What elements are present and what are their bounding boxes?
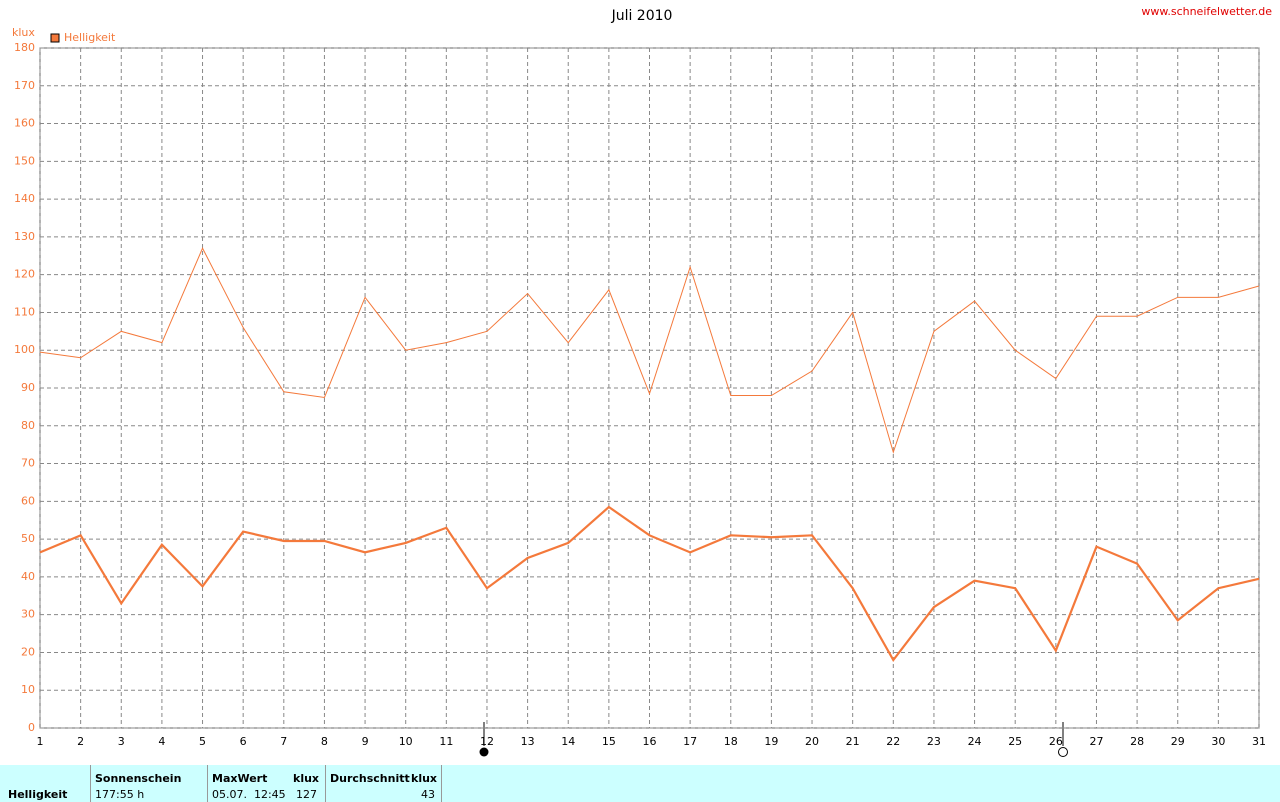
max-header: MaxWert — [212, 772, 268, 785]
y-tick-label: 140 — [14, 192, 35, 205]
separator — [90, 765, 91, 802]
avg-unit: klux — [411, 772, 438, 785]
max-time: 05.07. 12:45 — [212, 788, 286, 801]
y-tick-label: 180 — [14, 41, 35, 54]
footer: Helligkeit Sonnenschein 177:55 h MaxWert… — [0, 765, 1280, 802]
y-tick-label: 20 — [21, 645, 35, 658]
x-tick-label: 27 — [1089, 735, 1103, 748]
y-unit: klux — [12, 26, 35, 39]
row-label: Helligkeit — [8, 788, 68, 801]
chart-title: Juli 2010 — [611, 8, 673, 24]
line — [39, 505, 1260, 662]
y-tick-label: 120 — [14, 268, 35, 281]
y-tick-label: 70 — [21, 457, 35, 470]
max-unit: klux — [293, 772, 320, 785]
x-tick-label: 13 — [521, 735, 535, 748]
y-tick-label: 80 — [21, 419, 35, 432]
y-tick-label: 0 — [28, 721, 35, 734]
x-tick-label: 6 — [240, 735, 247, 748]
y-tick-label: 130 — [14, 230, 35, 243]
y-tick-label: 40 — [21, 570, 35, 583]
x-tick-label: 2 — [77, 735, 84, 748]
full-moon — [479, 747, 489, 757]
x-tick-label: 23 — [927, 735, 941, 748]
x-tick-label: 11 — [439, 735, 453, 748]
x-tick-label: 12 — [480, 735, 494, 748]
x-tick-label: 28 — [1130, 735, 1144, 748]
y-tick-label: 10 — [21, 683, 35, 696]
legend-swatch — [50, 33, 60, 43]
x-tick-label: 25 — [1008, 735, 1022, 748]
x-tick-label: 16 — [643, 735, 657, 748]
x-tick-label: 15 — [602, 735, 616, 748]
separator — [325, 765, 326, 802]
x-tick-label: 19 — [764, 735, 778, 748]
x-tick-label: 5 — [199, 735, 206, 748]
y-tick-label: 110 — [14, 305, 35, 318]
y-tick-label: 150 — [14, 154, 35, 167]
x-tick-label: 29 — [1171, 735, 1185, 748]
x-tick-label: 4 — [158, 735, 165, 748]
y-tick-label: 170 — [14, 79, 35, 92]
y-tick-label: 90 — [21, 381, 35, 394]
x-tick-label: 17 — [683, 735, 697, 748]
y-tick-label: 160 — [14, 117, 35, 130]
y-tick-label: 30 — [21, 608, 35, 621]
x-tick-label: 9 — [362, 735, 369, 748]
avg-value: 43 — [421, 788, 435, 801]
x-tick-label: 30 — [1211, 735, 1225, 748]
y-tick-label: 50 — [21, 532, 35, 545]
x-tick-label: 10 — [399, 735, 413, 748]
x-tick-label: 26 — [1049, 735, 1063, 748]
y-tick-label: 100 — [14, 343, 35, 356]
x-tick-label: 8 — [321, 735, 328, 748]
sun-header: Sonnenschein — [95, 772, 182, 785]
x-tick-label: 3 — [118, 735, 125, 748]
new-moon — [1058, 747, 1068, 757]
legend-label: Helligkeit — [64, 31, 116, 44]
separator — [441, 765, 442, 802]
x-tick-label: 24 — [968, 735, 982, 748]
x-tick-label: 18 — [724, 735, 738, 748]
x-tick-label: 31 — [1252, 735, 1266, 748]
avg-header: Durchschnitt — [330, 772, 410, 785]
x-tick-label: 14 — [561, 735, 575, 748]
sun-value: 177:55 h — [95, 788, 145, 801]
site-url: www.schneifelwetter.de — [1141, 5, 1272, 18]
max-value: 127 — [296, 788, 317, 801]
x-tick-label: 1 — [37, 735, 44, 748]
y-tick-label: 60 — [21, 494, 35, 507]
chart: Juli 2010 www.schneifelwetter.de klux He… — [12, 5, 1272, 757]
x-tick-label: 21 — [846, 735, 860, 748]
x-tick-label: 7 — [280, 735, 287, 748]
line — [39, 247, 1260, 454]
x-tick-label: 22 — [886, 735, 900, 748]
separator — [207, 765, 208, 802]
x-tick-label: 20 — [805, 735, 819, 748]
